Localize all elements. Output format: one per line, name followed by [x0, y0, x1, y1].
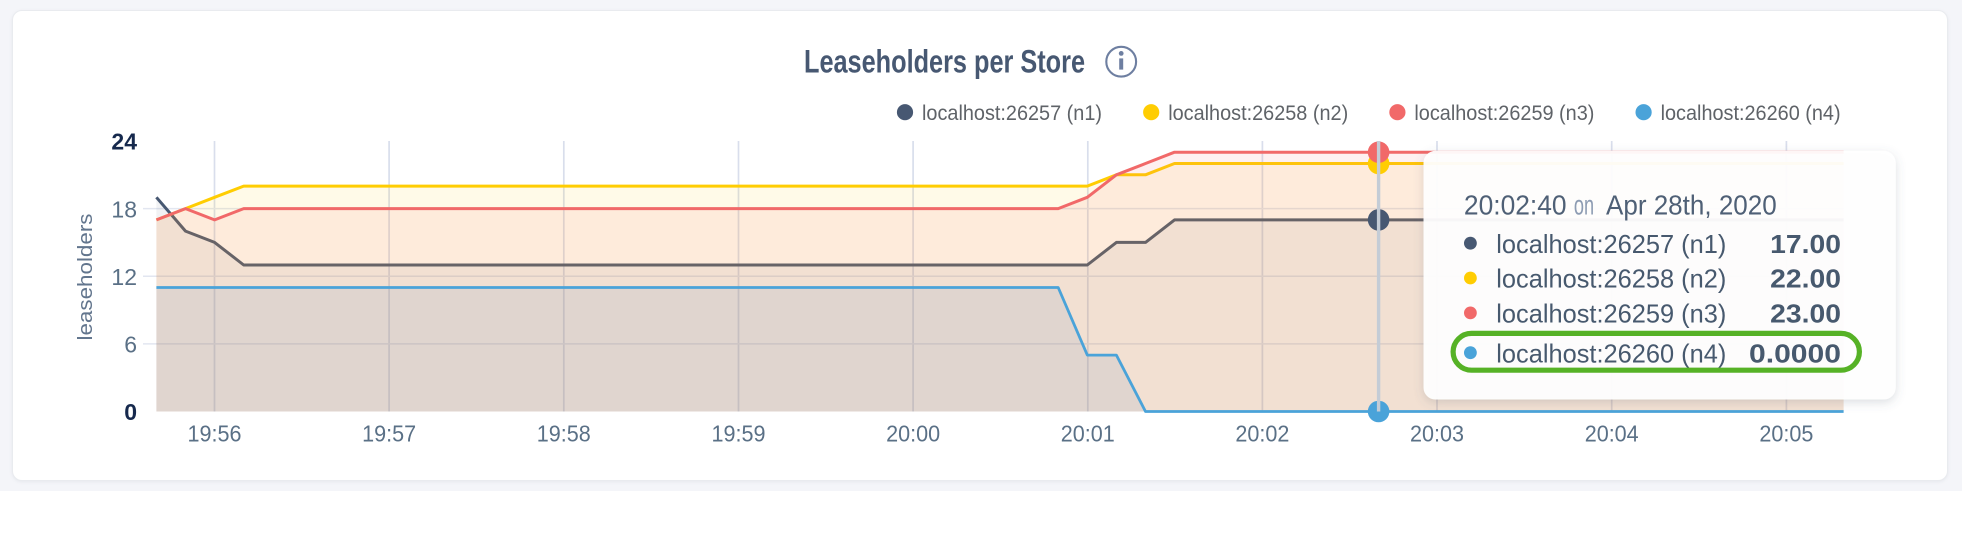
svg-text:20:01: 20:01	[1061, 421, 1115, 447]
svg-text:on: on	[1574, 189, 1594, 220]
svg-text:22.00: 22.00	[1770, 264, 1841, 294]
svg-text:19:59: 19:59	[712, 421, 766, 447]
svg-text:20:02:40: 20:02:40	[1464, 189, 1567, 220]
svg-text:6: 6	[124, 331, 137, 357]
svg-text:0: 0	[124, 399, 137, 425]
svg-text:localhost:26260 (n4): localhost:26260 (n4)	[1661, 102, 1841, 125]
svg-text:localhost:26260 (n4): localhost:26260 (n4)	[1496, 339, 1726, 369]
svg-text:20:02: 20:02	[1235, 421, 1289, 447]
svg-text:24: 24	[111, 129, 137, 155]
svg-text:18: 18	[111, 196, 137, 222]
svg-text:localhost:26258 (n2): localhost:26258 (n2)	[1168, 102, 1348, 125]
svg-text:leaseholders: leaseholders	[75, 214, 97, 341]
svg-text:20:04: 20:04	[1585, 421, 1639, 447]
svg-text:Leaseholders per Store: Leaseholders per Store	[804, 44, 1085, 80]
svg-text:19:58: 19:58	[537, 421, 591, 447]
svg-text:23.00: 23.00	[1770, 299, 1841, 329]
svg-text:Apr 28th, 2020: Apr 28th, 2020	[1606, 189, 1777, 220]
svg-text:17.00: 17.00	[1770, 229, 1841, 259]
svg-text:12: 12	[111, 264, 137, 290]
svg-text:20:03: 20:03	[1410, 421, 1464, 447]
svg-text:localhost:26259 (n3): localhost:26259 (n3)	[1496, 299, 1726, 329]
svg-text:19:57: 19:57	[362, 421, 416, 447]
svg-text:localhost:26258 (n2): localhost:26258 (n2)	[1496, 264, 1726, 294]
svg-text:19:56: 19:56	[188, 421, 242, 447]
svg-text:20:05: 20:05	[1759, 421, 1813, 447]
svg-text:localhost:26259 (n3): localhost:26259 (n3)	[1414, 102, 1594, 125]
svg-text:20:00: 20:00	[886, 421, 940, 447]
svg-text:localhost:26257 (n1): localhost:26257 (n1)	[922, 102, 1102, 125]
svg-text:0.0000: 0.0000	[1749, 339, 1841, 369]
svg-text:localhost:26257 (n1): localhost:26257 (n1)	[1496, 229, 1726, 259]
